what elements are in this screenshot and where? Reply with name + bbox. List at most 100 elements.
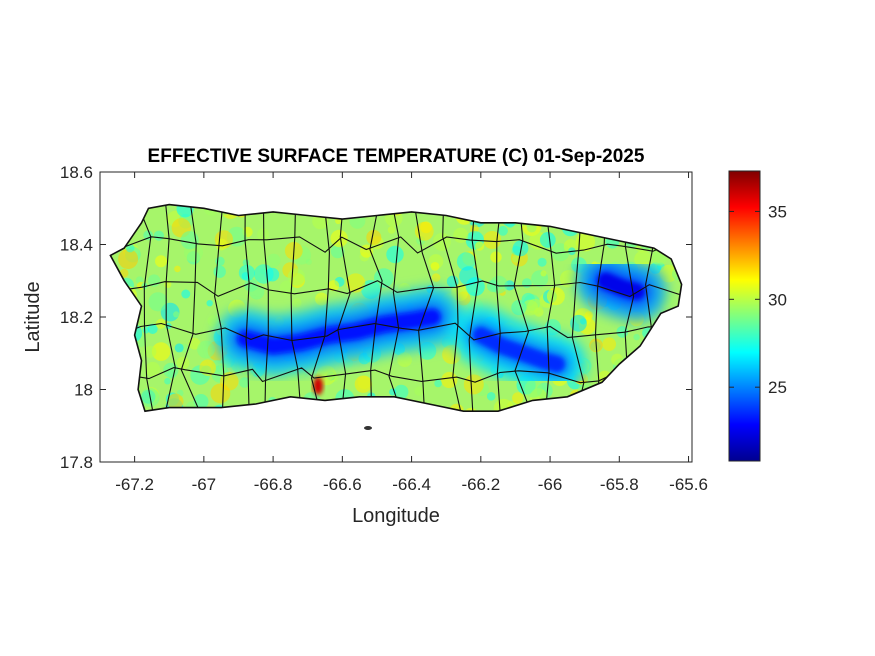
municipal-boundary (135, 204, 155, 412)
municipal-boundary (468, 204, 479, 412)
hot-spot (313, 376, 324, 395)
municipal-boundary (513, 204, 532, 412)
heat-cell (546, 287, 565, 306)
heat-cell (483, 231, 502, 249)
heat-cell (176, 204, 194, 218)
heat-cell (118, 249, 139, 269)
heat-cell (397, 352, 412, 368)
heat-cell (430, 262, 440, 271)
y-axis: 17.8 18 18.2 18.4 18.6 (60, 163, 692, 472)
municipal-boundary (110, 367, 678, 384)
heat-cell (575, 231, 596, 252)
heat-cell (315, 292, 329, 306)
heat-cell (659, 264, 678, 283)
heat-cell (434, 379, 442, 388)
heat-cell (167, 393, 184, 410)
heat-cell (366, 229, 382, 245)
heat-cell (486, 392, 496, 401)
heat-cell (213, 265, 226, 278)
heat-cell (176, 356, 190, 370)
heat-cell (522, 278, 532, 288)
x-tick-label: -66.6 (323, 475, 362, 494)
coastline (109, 203, 683, 413)
heat-cell (498, 225, 508, 236)
heat-cell (287, 268, 306, 286)
heat-cell (470, 224, 479, 234)
municipal-boundary (369, 204, 383, 412)
x-tick-label: -65.8 (600, 475, 639, 494)
heat-cell (539, 232, 556, 248)
y-tick-label: 18.6 (60, 163, 93, 182)
heat-cell (219, 372, 239, 391)
municipal-boundary (571, 204, 585, 412)
heat-cell (328, 280, 340, 292)
heat-cell (266, 253, 281, 268)
heat-cell (292, 298, 302, 308)
heat-cell (522, 299, 539, 316)
x-tick-label: -65.6 (669, 475, 708, 494)
heat-cell (512, 240, 529, 257)
colorbar-tick-label: 25 (768, 378, 787, 397)
heat-cell (174, 265, 181, 273)
heat-cell (512, 255, 520, 263)
y-tick-label: 18.4 (60, 236, 93, 255)
x-tick-label: -66 (538, 475, 563, 494)
heat-cell (197, 340, 215, 359)
vieques-islet (364, 426, 372, 430)
hot-spot-layer (313, 376, 324, 395)
y-tick-label: 18 (74, 381, 93, 400)
municipal-boundary (118, 236, 679, 254)
heat-cell (215, 238, 228, 251)
heat-cell (361, 280, 381, 299)
heat-cell (207, 315, 220, 327)
heat-cell (215, 256, 225, 266)
heat-cell (145, 361, 161, 377)
municipal-boundaries (110, 204, 682, 412)
heat-cell (144, 345, 157, 358)
heat-cell (633, 333, 640, 341)
colorbar-ticks: 25 30 35 (729, 202, 787, 397)
municipal-boundary (544, 204, 556, 412)
heat-cell (512, 392, 524, 404)
heat-cell (456, 252, 476, 271)
heat-cell (257, 228, 270, 241)
heat-cell (432, 232, 451, 251)
heat-cell (155, 255, 167, 268)
heat-cell (180, 231, 199, 250)
municipal-boundary (442, 204, 462, 412)
x-tick-label: -67.2 (115, 475, 154, 494)
heat-cell (354, 375, 373, 393)
heat-cell (181, 289, 191, 299)
municipal-boundary (262, 204, 269, 412)
colorbar-tick-label: 30 (768, 290, 787, 309)
heat-cell (394, 384, 409, 400)
municipal-boundary (337, 204, 351, 412)
chart-title: EFFECTIVE SURFACE TEMPERATURE (C) 01-Sep… (148, 146, 645, 167)
heat-cell (174, 343, 184, 353)
heat-cell (493, 398, 514, 412)
x-axis: -67.2 -67 -66.8 -66.6 -66.4 -66.2 -66 -65.8 -65.… (115, 172, 708, 494)
heat-cell (173, 311, 180, 318)
municipal-boundary (310, 208, 330, 412)
heat-cell (163, 362, 179, 378)
heat-cell (330, 244, 345, 259)
heat-cell (148, 292, 168, 312)
x-tick-label: -66.4 (392, 475, 431, 494)
colorbar (728, 170, 761, 462)
heat-cell (239, 377, 250, 388)
municipal-boundary (412, 204, 435, 412)
heat-cell (249, 284, 265, 300)
municipal-boundary (180, 204, 206, 412)
heat-cell (153, 230, 164, 241)
cool-ridge-core-line (597, 272, 645, 300)
heat-cell (265, 267, 280, 282)
municipal-boundary (388, 208, 404, 412)
heat-cell (387, 226, 396, 234)
heat-cell (238, 264, 255, 281)
y-tick-label: 18.2 (60, 308, 93, 327)
cool-ridge-core (237, 272, 645, 373)
heat-cell (151, 342, 171, 361)
cool-ridge-core-line (472, 327, 565, 373)
municipal-boundary (214, 204, 225, 412)
